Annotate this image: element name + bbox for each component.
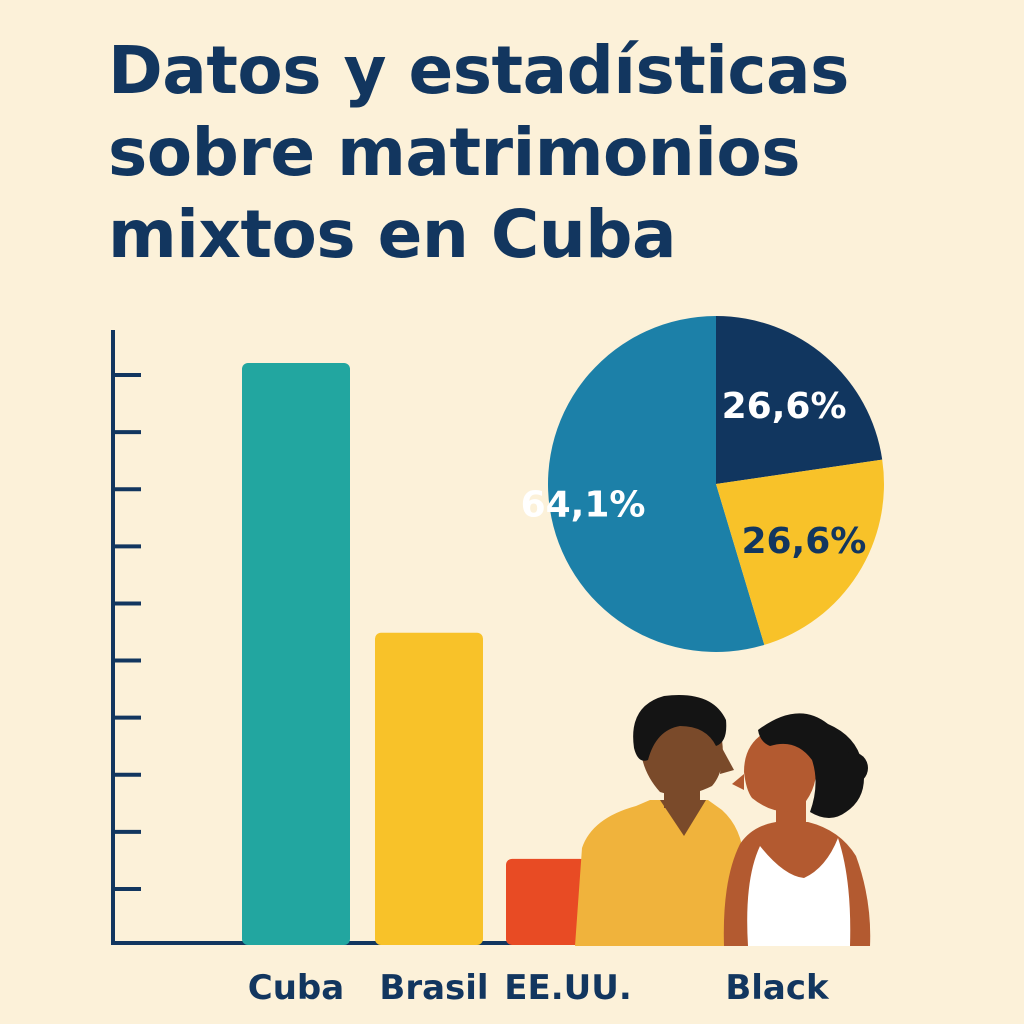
pie-slice-label: 64,1% <box>521 485 646 526</box>
page-title: Datos y estadísticas sobre matrimonios m… <box>108 30 988 276</box>
man-figure <box>575 695 744 946</box>
bar-cuba <box>242 363 350 945</box>
title-line-3: mixtos en Cuba <box>108 196 677 273</box>
woman-figure <box>723 713 871 946</box>
pie-slice-label: 26,6% <box>741 521 866 562</box>
x-tick-label: Brasil <box>379 968 488 1008</box>
pie-slice <box>548 316 765 652</box>
title-line-2: sobre matrimonios <box>108 114 801 191</box>
x-tick-label: Cuba <box>248 968 344 1008</box>
title-line-1: Datos y estadísticas <box>108 32 849 109</box>
bar-eeuu <box>506 858 586 945</box>
pie-slice <box>716 459 884 645</box>
x-tick-label: Black <box>725 968 830 1008</box>
bar-brasil <box>375 632 483 945</box>
pie-slice-label: 26,6% <box>722 386 847 427</box>
pie-slice <box>716 316 883 484</box>
x-tick-label: EE.UU. <box>504 968 632 1008</box>
